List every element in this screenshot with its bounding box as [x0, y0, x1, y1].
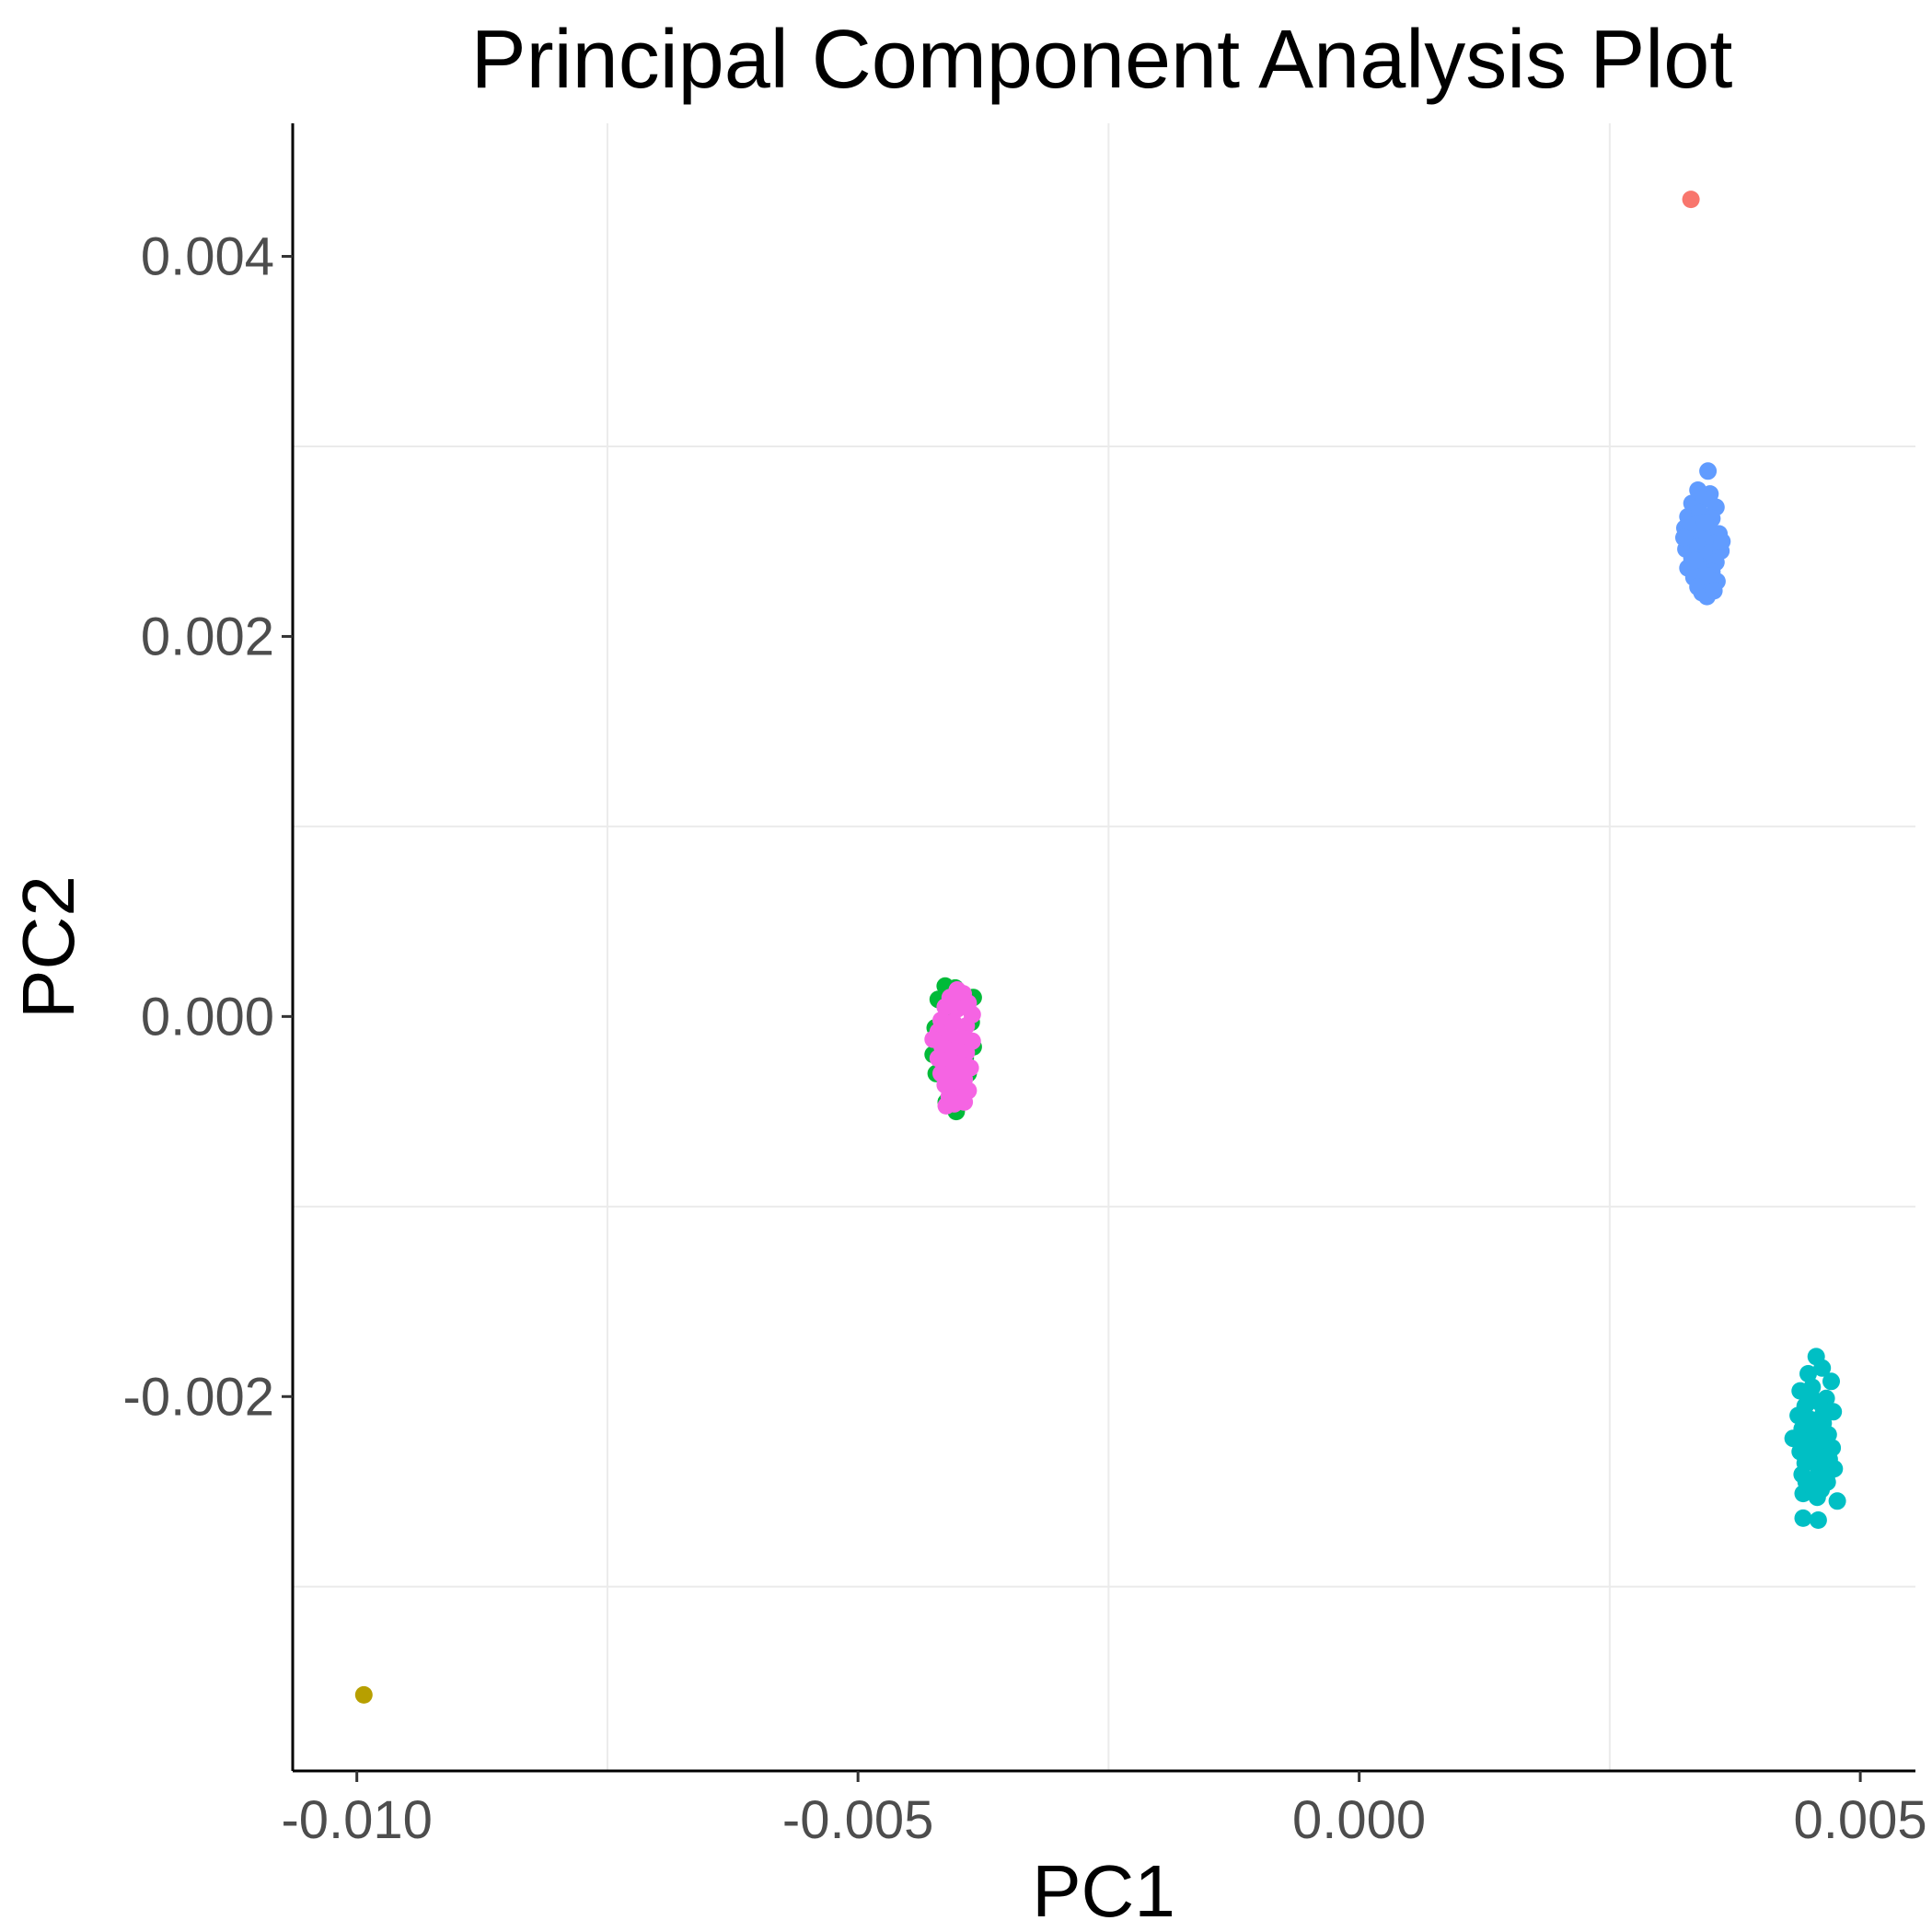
y-tick-label: -0.002 — [123, 1367, 274, 1427]
data-point — [1713, 532, 1731, 550]
data-point — [1794, 1509, 1812, 1527]
x-tick-label: -0.010 — [281, 1790, 432, 1850]
data-point — [955, 1093, 974, 1111]
y-tick-label: 0.004 — [141, 227, 274, 287]
data-point — [1828, 1492, 1846, 1510]
x-tick-label: 0.000 — [1292, 1790, 1426, 1850]
data-point — [1695, 514, 1714, 532]
data-point — [1820, 1450, 1838, 1468]
data-point — [1814, 1405, 1833, 1423]
point-series-6 — [924, 981, 981, 1115]
y-axis-title: PC2 — [7, 875, 89, 1019]
data-point — [1802, 1387, 1821, 1406]
data-point — [1675, 528, 1693, 547]
x-tick-label: 0.005 — [1794, 1790, 1927, 1850]
point-series-5 — [1675, 462, 1731, 606]
data-point — [354, 1685, 373, 1704]
point-series-2 — [354, 1685, 373, 1704]
data-point — [1685, 551, 1704, 570]
data-point — [1705, 582, 1723, 600]
data-point — [948, 1000, 966, 1018]
data-point — [937, 1096, 955, 1115]
y-tick-label: 0.000 — [141, 987, 274, 1047]
data-point — [1805, 1483, 1823, 1500]
grid-lines — [293, 123, 1915, 1771]
data-points — [354, 191, 1846, 1704]
data-point — [1784, 1429, 1802, 1448]
x-axis-title: PC1 — [1032, 1850, 1175, 1932]
data-point — [1699, 462, 1718, 480]
data-point — [1682, 191, 1700, 209]
data-point — [1809, 1511, 1827, 1529]
data-point — [924, 1030, 943, 1048]
y-tick-label: 0.002 — [141, 607, 274, 666]
point-series-4 — [1784, 1348, 1846, 1529]
data-point — [1799, 1365, 1817, 1382]
data-point — [1813, 1359, 1832, 1377]
point-series-1 — [1682, 191, 1700, 209]
chart-title: Principal Component Analysis Plot — [471, 14, 1733, 106]
data-point — [1822, 1372, 1840, 1391]
axes — [291, 123, 1915, 1773]
axis-ticks: -0.010 -0.005 0.000 0.005 -0.002 0.000 0.002 0.… — [123, 227, 1927, 1850]
x-tick-label: -0.005 — [782, 1790, 933, 1850]
